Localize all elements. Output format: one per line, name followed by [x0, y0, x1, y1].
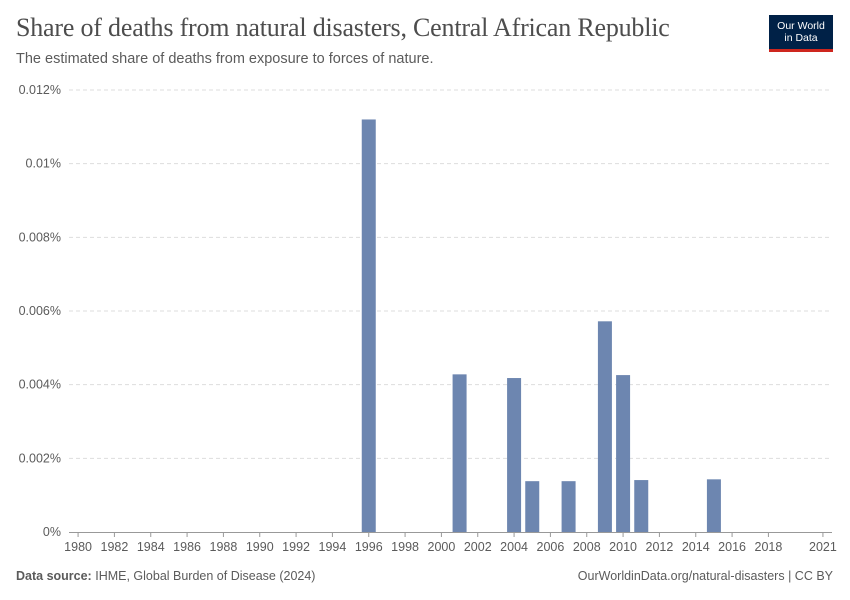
- x-tick-label: 2004: [500, 540, 528, 554]
- gridlines: [69, 89, 832, 459]
- bar-2001[interactable]: [452, 374, 467, 532]
- x-tick-label: 1984: [137, 540, 165, 554]
- data-source-label: Data source:: [16, 569, 92, 583]
- owid-logo[interactable]: Our World in Data: [769, 15, 833, 52]
- x-tick-label: 2000: [428, 540, 456, 554]
- bar-2007[interactable]: [561, 481, 576, 532]
- x-tick-label: 1996: [355, 540, 383, 554]
- y-tick-label: 0.002%: [19, 451, 61, 465]
- x-tick-label: 1998: [391, 540, 419, 554]
- chart-title: Share of deaths from natural disasters, …: [16, 13, 670, 42]
- bar-2010[interactable]: [616, 375, 631, 532]
- x-tick-label: 2002: [464, 540, 492, 554]
- x-tick-label: 1994: [319, 540, 347, 554]
- y-tick-label: 0.006%: [19, 304, 61, 318]
- y-axis-labels: 0% 0.002% 0.004% 0.006% 0.008% 0.01% 0.012%: [19, 83, 61, 539]
- x-tick-label: 1988: [210, 540, 238, 554]
- x-tick-label: 2018: [755, 540, 783, 554]
- attribution-link[interactable]: OurWorldinData.org/natural-disasters | C…: [577, 569, 833, 583]
- data-source-value[interactable]: IHME, Global Burden of Disease (2024): [95, 569, 316, 583]
- bar-1996[interactable]: [361, 119, 376, 532]
- x-tick-label: 2016: [718, 540, 746, 554]
- data-source: Data source: IHME, Global Burden of Dise…: [16, 569, 315, 583]
- x-tick-label: 1990: [246, 540, 274, 554]
- y-tick-label: 0.004%: [19, 378, 61, 392]
- bar-2011[interactable]: [634, 480, 649, 532]
- bar-2015[interactable]: [706, 479, 721, 532]
- y-tick-label: 0.008%: [19, 230, 61, 244]
- x-tick-label: 1982: [101, 540, 129, 554]
- x-tick-label: 2008: [573, 540, 601, 554]
- x-tick-label: 1992: [282, 540, 310, 554]
- chart-subtitle: The estimated share of deaths from expos…: [16, 51, 434, 67]
- x-tick-label: 2010: [609, 540, 637, 554]
- y-tick-label: 0%: [43, 525, 61, 539]
- x-tick-label: 2014: [682, 540, 710, 554]
- x-axis: 1980 1982 1984 1986 1988 1990 1992 1994 1996 1998…: [64, 532, 837, 554]
- x-tick-label: 1980: [64, 540, 92, 554]
- logo-line-2: in Data: [784, 32, 818, 44]
- x-tick-label: 1986: [173, 540, 201, 554]
- bars: [361, 119, 721, 532]
- bar-2005[interactable]: [525, 481, 540, 532]
- x-tick-label: 2012: [646, 540, 674, 554]
- x-tick-label: 2006: [537, 540, 565, 554]
- logo-line-1: Our World: [777, 20, 825, 32]
- bar-2009[interactable]: [597, 321, 612, 532]
- y-tick-label: 0.01%: [26, 157, 61, 171]
- y-tick-label: 0.012%: [19, 83, 61, 97]
- x-tick-label: 2021: [809, 540, 837, 554]
- bar-2004[interactable]: [507, 378, 522, 532]
